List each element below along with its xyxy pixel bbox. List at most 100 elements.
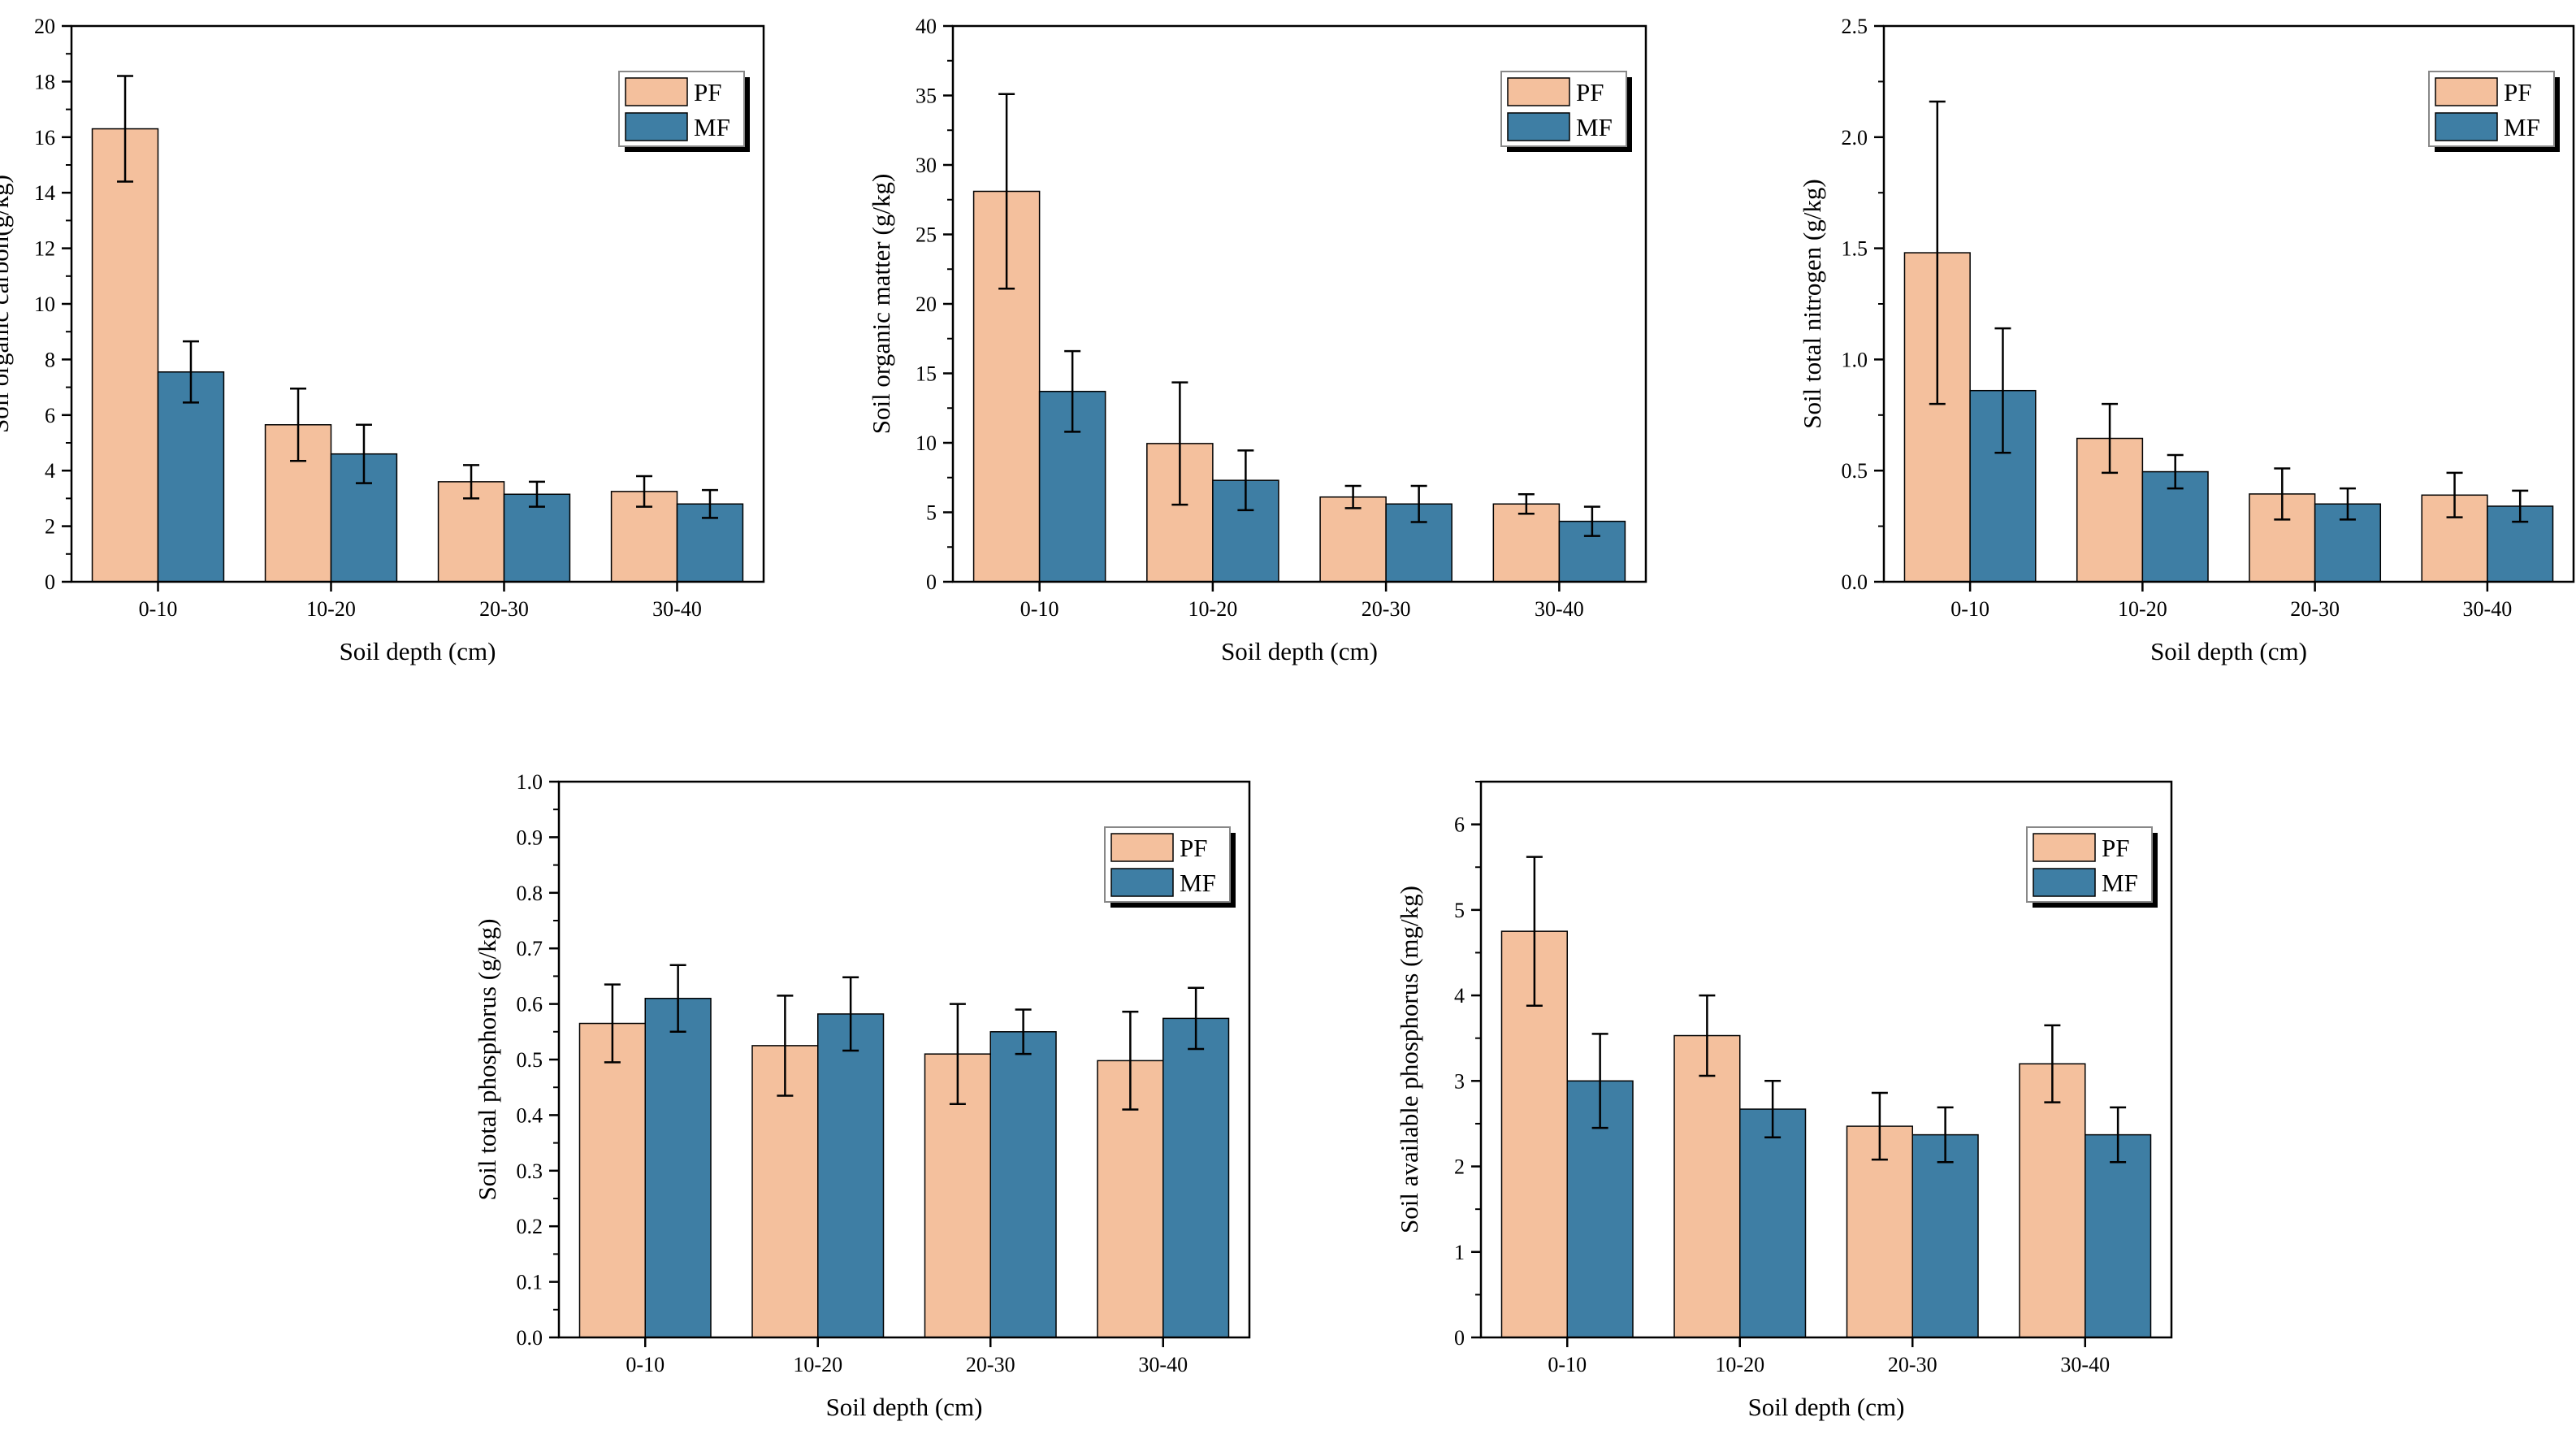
bar-mf-0-10 [644, 998, 712, 1338]
bar-pf-20-30 [1319, 496, 1387, 583]
y-tick-label: 0.3 [517, 1159, 543, 1183]
bar-mf-20-30 [1911, 1133, 1979, 1338]
y-tick-label: 0 [926, 570, 937, 594]
chart-panel-3: 0.0 0.5 1.0 1.5 2.0 2.5 0-10 10-20 20-30 30-40 Soi… [1798, 15, 2575, 665]
error-bar-pf-10-20 [1699, 994, 1716, 1077]
legend: PF MF [2026, 826, 2158, 908]
error-bar-pf-10-20 [777, 995, 794, 1097]
bar-pf-10-20 [1673, 1034, 1741, 1338]
error-bar-mf-30-40 [1583, 505, 1600, 537]
legend-label-mf: MF [694, 113, 730, 141]
y-tick-label: 0.0 [1842, 570, 1868, 594]
x-tick-label: 30-40 [2060, 1353, 2110, 1376]
legend-label-mf: MF [2504, 113, 2540, 141]
y-axis-title: Soil available phosphorus (mg/kg) [1395, 886, 1423, 1233]
x-tick-label: 10-20 [306, 597, 356, 621]
bar-mf-10-20 [1739, 1108, 1807, 1338]
x-axis-title: Soil depth (cm) [1748, 1393, 1905, 1421]
bar-mf-20-30 [503, 493, 571, 583]
x-tick-label: 0-10 [1020, 597, 1059, 621]
y-tick-label: 0 [1454, 1326, 1465, 1350]
bar-mf-10-20 [817, 1013, 885, 1338]
y-tick-label: 0.5 [1842, 459, 1868, 483]
error-bar-pf-0-10 [117, 75, 134, 183]
legend: PF MF [618, 71, 750, 152]
x-tick-label: 0-10 [1548, 1353, 1587, 1376]
legend-swatch-mf [625, 112, 688, 141]
y-tick-label: 25 [916, 223, 937, 247]
legend-label-pf: PF [1180, 834, 1207, 862]
bar-mf-30-40 [1162, 1017, 1230, 1338]
error-bar-mf-10-20 [355, 423, 372, 484]
x-tick-label: 10-20 [2118, 597, 2167, 621]
bar-mf-30-40 [2085, 1133, 2152, 1338]
error-bar-mf-20-30 [1015, 1008, 1032, 1055]
chart-panel-1: 0 2 4 6 8 10 12 14 16 18 20 0-10 10-20 20-30 30-40 Soil… [0, 15, 765, 665]
y-tick-label: 6 [45, 404, 55, 427]
bar-pf-0-10 [578, 1022, 646, 1338]
error-bar-pf-20-30 [949, 1003, 966, 1105]
y-axis-title: Soil organic carbon(g/kg) [0, 175, 14, 433]
x-tick-label: 30-40 [652, 597, 702, 621]
error-bar-mf-10-20 [1764, 1080, 1782, 1139]
y-tick-label: 35 [916, 85, 937, 108]
error-bar-pf-30-40 [2044, 1024, 2061, 1103]
y-tick-label: 2 [45, 515, 55, 539]
y-tick-label: 0.0 [517, 1326, 543, 1350]
legend-swatch-pf [2435, 77, 2498, 106]
y-tick-label: 4 [45, 459, 55, 483]
error-bar-mf-30-40 [2512, 489, 2529, 523]
y-tick-label: 10 [34, 293, 55, 316]
x-tick-label: 20-30 [2290, 597, 2340, 621]
y-tick-label: 18 [34, 70, 55, 93]
error-bar-mf-0-10 [1994, 327, 2011, 454]
chart-panel-2: 0 5 10 15 20 25 30 35 40 0-10 10-20 20-30 30-40 Soil … [867, 15, 1647, 665]
error-bar-mf-20-30 [528, 480, 545, 508]
y-tick-label: 0.4 [517, 1103, 543, 1127]
error-bar-mf-30-40 [701, 488, 718, 519]
bar-pf-30-40 [1492, 503, 1561, 583]
y-tick-label: 0 [45, 570, 55, 594]
x-tick-label: 0-10 [626, 1353, 665, 1376]
legend-label-mf: MF [1576, 113, 1613, 141]
error-bar-pf-0-10 [604, 983, 621, 1064]
chart-panel-4: 0.0 0.1 0.2 0.3 0.4 0.5 0.6 0.7 0.8 0.9 1.0 0-10 10-… [473, 770, 1251, 1421]
y-tick-label: 1.0 [1842, 348, 1868, 371]
error-bar-pf-20-30 [1344, 484, 1362, 509]
error-bar-pf-20-30 [1871, 1091, 1888, 1161]
y-tick-label: 40 [916, 15, 937, 38]
y-tick-label: 1 [1454, 1241, 1465, 1264]
y-tick-label: 0.5 [517, 1048, 543, 1072]
legend-label-pf: PF [2504, 78, 2531, 106]
error-bar-pf-10-20 [1171, 381, 1188, 506]
y-tick-label: 2 [1454, 1155, 1465, 1179]
y-axis-title: Soil total nitrogen (g/kg) [1798, 179, 1826, 428]
legend-swatch-mf [2435, 112, 2498, 141]
y-tick-label: 20 [34, 15, 55, 38]
bar-mf-20-30 [989, 1031, 1057, 1338]
chart-panel-5: 0 1 2 3 4 5 6 0-10 10-20 20-30 30-40 Soil depth (cm… [1395, 780, 2173, 1421]
x-tick-label: 10-20 [793, 1353, 842, 1376]
error-bar-pf-20-30 [463, 464, 480, 500]
error-bar-pf-30-40 [636, 475, 653, 508]
error-bar-pf-10-20 [2102, 402, 2119, 475]
y-tick-label: 12 [34, 237, 55, 261]
x-tick-label: 20-30 [1362, 597, 1411, 621]
y-tick-label: 1.0 [517, 770, 543, 794]
x-tick-label: 0-10 [139, 597, 178, 621]
y-tick-label: 1.5 [1842, 237, 1868, 261]
legend-swatch-mf [2033, 868, 2096, 897]
y-axis-title: Soil organic matter (g/kg) [867, 174, 895, 435]
y-tick-label: 3 [1454, 1069, 1465, 1093]
bar-pf-20-30 [1846, 1125, 1913, 1338]
y-tick-label: 4 [1454, 984, 1465, 1008]
y-tick-label: 15 [916, 362, 937, 386]
y-tick-label: 5 [926, 501, 937, 525]
bar-pf-30-40 [2019, 1063, 2086, 1338]
x-axis-title: Soil depth (cm) [1221, 637, 1378, 665]
x-axis-title: Soil depth (cm) [826, 1393, 983, 1421]
error-bar-mf-0-10 [1591, 1033, 1608, 1129]
error-bar-pf-0-10 [998, 93, 1015, 290]
legend-label-pf: PF [1576, 78, 1604, 106]
legend-swatch-pf [2033, 833, 2096, 862]
